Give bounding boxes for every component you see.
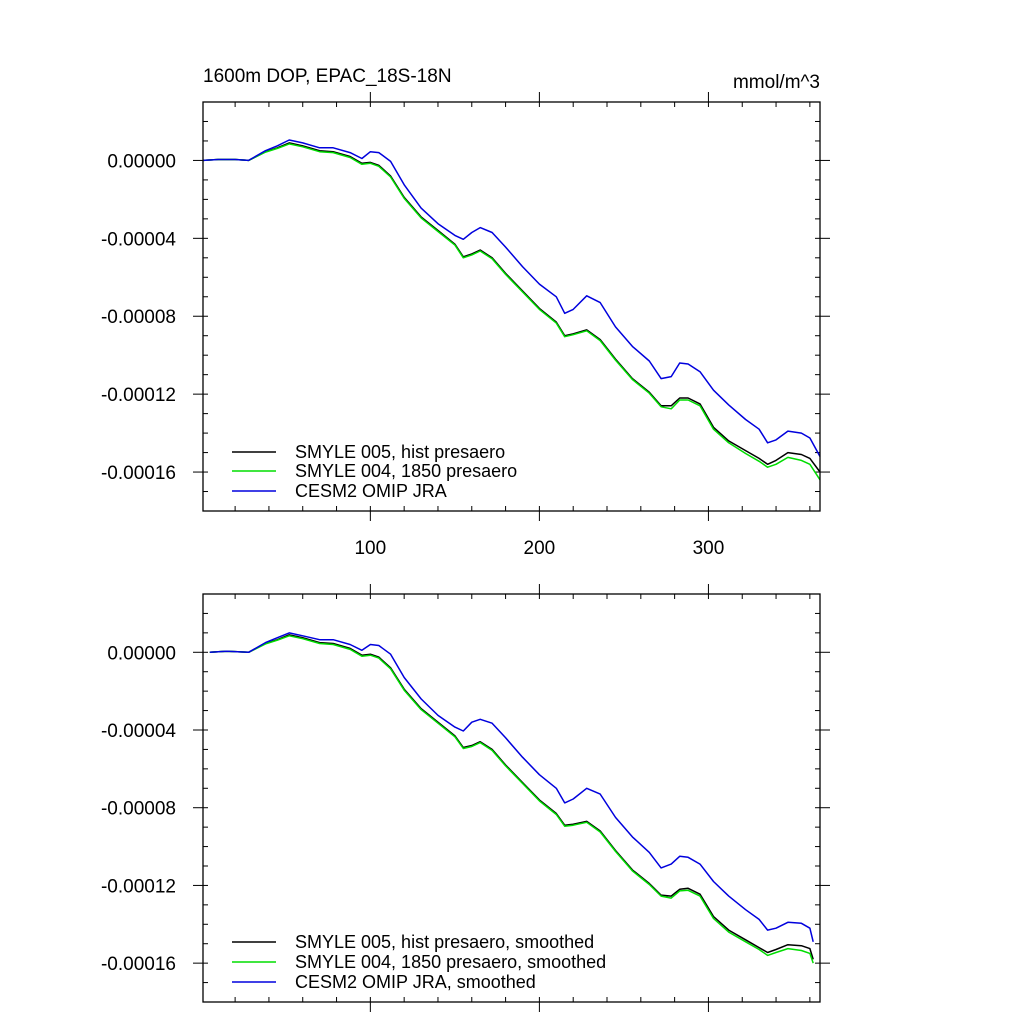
x-tick-label: 300 [693,538,725,559]
series-line-1 [202,143,821,481]
legend-label-smyle-004: SMYLE 004, 1850 presaero [295,461,517,481]
bottom-axis-ticks: 0.00000 -0.00004 -0.00008 -0.00012 -0.00016 [101,584,830,1012]
y-tick-label: -0.00016 [101,463,176,484]
bottom-panel: 0.00000-0.00004-0.00008-0.00012-0.00016 … [101,584,830,1012]
top-axis-ticks: 0.00000 -0.00004 -0.00008 -0.00012 -0.00016 1… [101,92,830,559]
top-plot-frame [202,101,821,512]
bottom-legend: SMYLE 005, hist presaero, smoothed SMYLE… [232,932,606,992]
legend-label-smyle-005-smoothed: SMYLE 005, hist presaero, smoothed [295,932,594,952]
top-legend: SMYLE 005, hist presaero SMYLE 004, 1850… [232,442,517,501]
y-tick-label: -0.00012 [101,385,176,406]
legend-label-cesm2-omip-smoothed: CESM2 OMIP JRA, smoothed [295,972,536,992]
top-panel: 1600m DOP, EPAC_18S-18N mmol/m^3 0.00000… [101,66,830,559]
series-line-2 [202,139,821,457]
units-label: mmol/m^3 [733,72,820,93]
x-tick-label: 100 [354,538,386,559]
legend-label-cesm2-omip: CESM2 OMIP JRA [295,481,447,501]
y-tick-label: 0.00000 [107,151,176,172]
y-tick-label: -0.00008 [101,307,176,328]
y-tick-label: -0.00016 [101,954,176,975]
series-line-2 [209,632,814,942]
y-tick-label: 0.00000 [107,643,176,664]
y-tick-label: -0.00004 [101,721,176,742]
chart-title: 1600m DOP, EPAC_18S-18N [203,66,452,87]
y-tick-label: -0.00008 [101,799,176,820]
bottom-series-lines [209,632,814,964]
series-line-1 [209,635,814,964]
x-tick-label: 200 [524,538,556,559]
legend-label-smyle-004-smoothed: SMYLE 004, 1850 presaero, smoothed [295,952,606,972]
y-tick-label: -0.00004 [101,229,176,250]
bottom-plot-frame [202,593,821,1003]
y-tick-label: -0.00012 [101,876,176,897]
top-series-lines [202,139,821,481]
legend-label-smyle-005: SMYLE 005, hist presaero [295,442,505,462]
